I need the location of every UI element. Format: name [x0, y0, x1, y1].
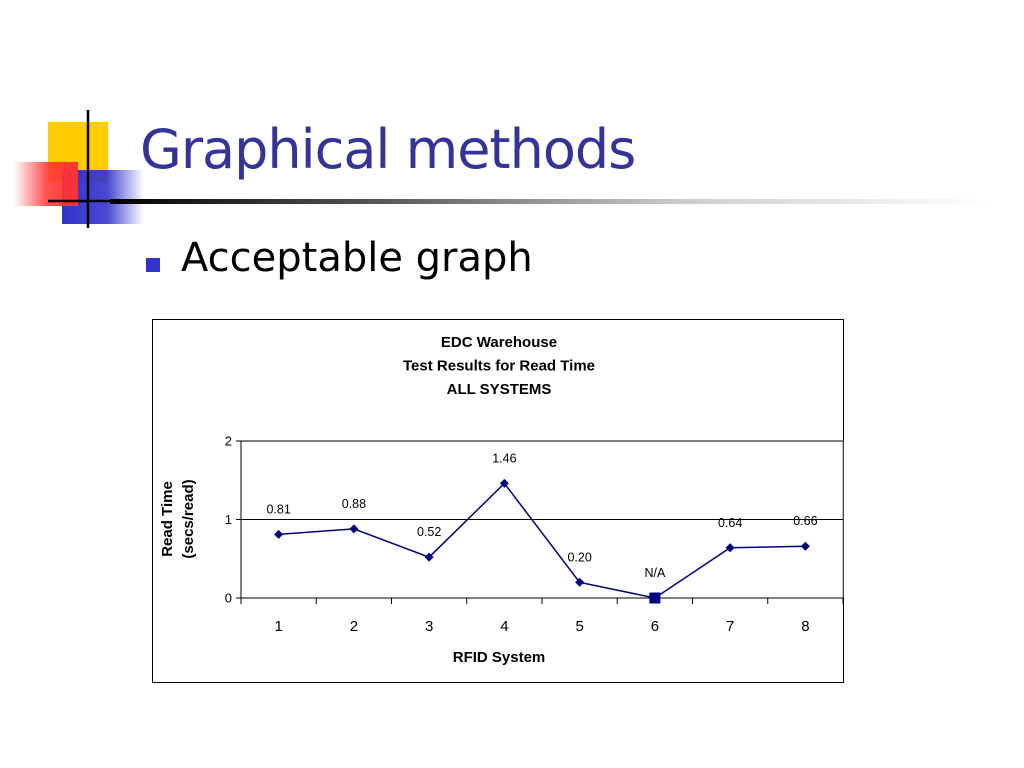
data-point — [274, 529, 284, 539]
x-tick-label: 2 — [350, 618, 358, 635]
x-tick-label: 1 — [274, 618, 282, 635]
bullet-marker — [146, 258, 160, 272]
x-tick-label: 3 — [425, 618, 433, 635]
data-label: 1.46 — [492, 451, 516, 465]
data-point — [575, 577, 585, 587]
data-label: N/A — [644, 566, 666, 580]
chart-title-line: ALL SYSTEMS — [447, 381, 552, 398]
data-label: 0.52 — [417, 525, 441, 539]
chart-title-line: EDC Warehouse — [441, 334, 557, 351]
data-point — [349, 524, 359, 534]
x-tick-label: 5 — [575, 618, 583, 635]
data-point-highlight — [649, 592, 661, 604]
series-line — [278, 482, 806, 599]
x-tick-label: 7 — [726, 618, 734, 635]
slide-title: Graphical methods — [140, 118, 636, 181]
title-underline — [110, 199, 990, 204]
x-tick-label: 8 — [801, 618, 809, 635]
x-tick-label: 6 — [651, 618, 659, 635]
data-point — [725, 543, 735, 553]
deco-red-square — [14, 162, 78, 206]
data-label: 0.81 — [266, 502, 290, 516]
data-point — [800, 541, 810, 551]
data-label: 0.20 — [567, 550, 591, 564]
y-tick-label: 1 — [225, 512, 232, 527]
data-point — [424, 552, 434, 562]
data-label: 0.66 — [793, 514, 817, 528]
bullet-text: Acceptable graph — [181, 235, 533, 281]
x-axis-title: RFID System — [453, 649, 546, 666]
data-label: 0.64 — [718, 516, 742, 530]
y-axis-title-line: (secs/read) — [180, 479, 197, 558]
line-chart: EDC Warehouse Test Results for Read Time A… — [159, 334, 844, 666]
data-label: 0.88 — [342, 497, 366, 511]
data-point — [499, 478, 509, 488]
chart-frame: EDC Warehouse Test Results for Read Time A… — [152, 319, 844, 683]
slide-decoration — [14, 110, 144, 228]
chart-title-line: Test Results for Read Time — [403, 358, 595, 375]
y-axis-title-line: Read Time — [159, 481, 176, 557]
x-tick-label: 4 — [500, 618, 508, 635]
y-tick-label: 0 — [225, 591, 232, 606]
y-tick-label: 2 — [225, 434, 232, 449]
